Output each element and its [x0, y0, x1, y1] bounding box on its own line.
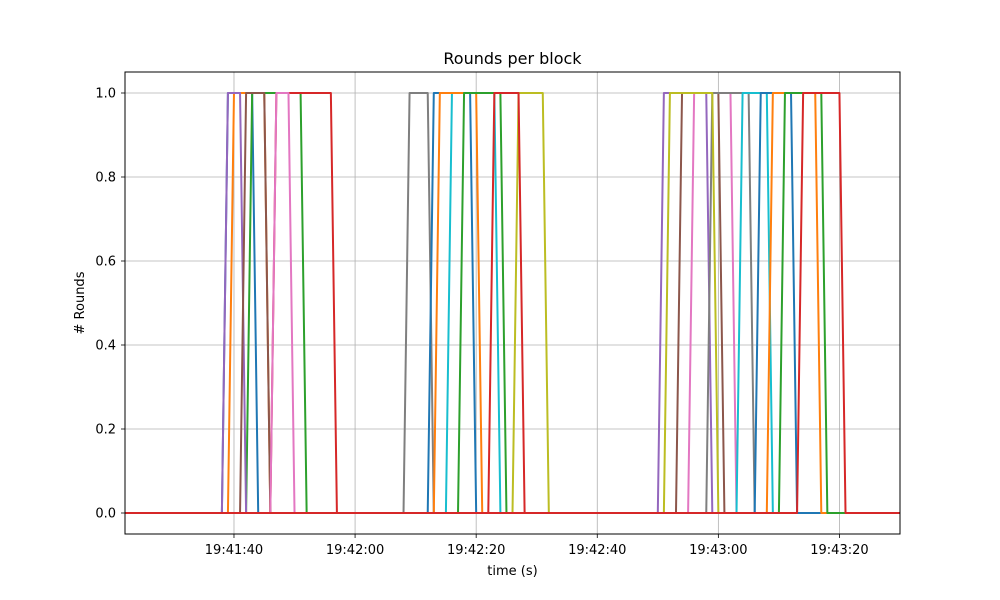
- y-axis: 0.0 0.2 0.4 0.6 0.8 1.0: [95, 87, 125, 522]
- chart-title: Rounds per block: [443, 49, 582, 68]
- y-axis-label: # Rounds: [73, 271, 88, 334]
- y-tick-label: 1.0: [95, 87, 116, 102]
- x-tick-label: 19:43:00: [689, 543, 747, 558]
- y-tick-label: 0.6: [95, 255, 116, 270]
- x-tick-label: 19:42:20: [447, 543, 505, 558]
- x-axis-label: time (s): [487, 564, 537, 579]
- series-line-24: [125, 92, 900, 514]
- x-tick-label: 19:42:00: [326, 543, 384, 558]
- x-tick-label: 19:42:40: [568, 543, 626, 558]
- series-lines: [125, 92, 900, 514]
- x-axis: 19:41:40 19:42:00 19:42:20 19:42:40 19:43:00…: [205, 534, 869, 558]
- plot-area: [124, 71, 901, 535]
- y-tick-label: 0.8: [95, 171, 116, 186]
- y-tick-label: 0.4: [95, 339, 116, 354]
- y-tick-label: 0.2: [95, 423, 116, 438]
- x-tick-label: 19:41:40: [205, 543, 263, 558]
- y-tick-label: 0.0: [95, 507, 116, 522]
- plot-frame: [124, 71, 901, 535]
- x-tick-label: 19:43:20: [810, 543, 868, 558]
